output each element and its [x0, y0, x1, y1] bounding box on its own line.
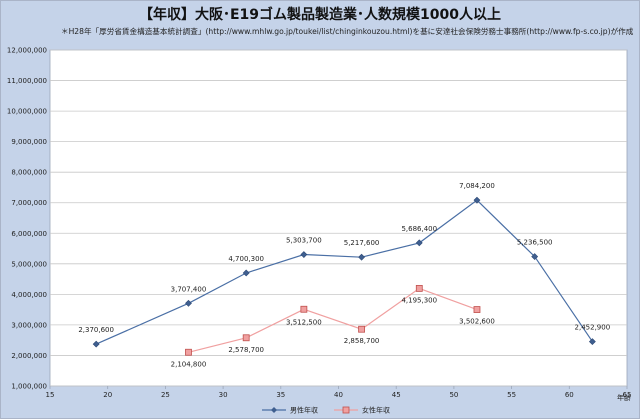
- data-point: [242, 269, 250, 277]
- x-tick-label: 40: [334, 391, 343, 399]
- x-tick-label: 35: [276, 391, 285, 399]
- x-tick-label: 30: [219, 391, 228, 399]
- y-tick-label: 5,000,000: [11, 260, 47, 268]
- x-tick-label: 65: [623, 391, 632, 399]
- y-tick-label: 4,000,000: [11, 291, 47, 299]
- y-tick-label: 11,000,000: [7, 77, 47, 85]
- data-point: [473, 306, 481, 313]
- y-tick-label: 10,000,000: [7, 108, 47, 116]
- data-point: [242, 334, 250, 342]
- data-label: 2,858,700: [344, 337, 380, 345]
- series-line: [188, 287, 478, 353]
- y-tick-label: 6,000,000: [11, 230, 47, 238]
- data-point: [415, 284, 423, 292]
- x-axis-label: 年齢: [617, 393, 631, 402]
- y-tick-label: 7,000,000: [11, 199, 47, 207]
- data-point: [473, 196, 481, 204]
- data-point: [300, 305, 308, 313]
- x-tick-label: 25: [161, 391, 170, 399]
- y-tick-label: 8,000,000: [11, 169, 47, 177]
- data-label: 3,502,600: [459, 318, 495, 326]
- data-point: [185, 348, 192, 356]
- plot-area: [49, 49, 628, 387]
- chart-title: 【年収】大阪･E19ゴム製品製造業･人数規模1000人以上: [138, 7, 501, 23]
- legend-label: 男性年収: [290, 406, 318, 415]
- x-tick-label: 60: [565, 391, 574, 399]
- data-point: [185, 299, 192, 307]
- y-tick-label: 3,000,000: [11, 321, 47, 329]
- data-label: 2,370,600: [78, 326, 114, 334]
- data-label: 7,084,200: [459, 182, 495, 190]
- x-tick-label: 45: [392, 391, 401, 399]
- data-label: 3,512,500: [286, 318, 322, 326]
- x-tick-label: 55: [507, 391, 516, 399]
- data-point: [358, 253, 366, 261]
- y-tick-label: 2,000,000: [11, 352, 47, 360]
- data-label: 4,700,300: [228, 255, 264, 263]
- data-point: [531, 253, 539, 261]
- data-label: 2,452,900: [575, 324, 611, 332]
- data-label: 2,104,800: [171, 360, 207, 368]
- x-tick-label: 15: [46, 391, 55, 399]
- data-point: [92, 340, 100, 348]
- legend-marker: [271, 407, 277, 413]
- y-tick-label: 1,000,000: [11, 383, 47, 391]
- data-point: [358, 325, 365, 333]
- data-point: [415, 239, 423, 247]
- y-tick-label: 12,000,000: [7, 47, 47, 55]
- data-label: 5,303,700: [286, 237, 322, 245]
- data-label: 4,195,300: [401, 296, 437, 304]
- y-tick-label: 9,000,000: [11, 138, 47, 146]
- data-point: [300, 251, 308, 258]
- source-note: ＊H28年「厚労省賃金構造基本統計調査」(http://www.mhlw.go.…: [61, 27, 633, 36]
- x-tick-label: 20: [103, 391, 112, 399]
- data-label: 5,686,400: [401, 225, 437, 233]
- data-label: 2,578,700: [228, 346, 264, 354]
- data-label: 5,236,500: [517, 239, 553, 247]
- data-label: 5,217,600: [344, 239, 380, 247]
- legend-label: 女性年収: [362, 406, 390, 415]
- x-tick-label: 50: [449, 391, 458, 399]
- data-label: 3,707,400: [171, 285, 207, 293]
- data-point: [588, 338, 596, 346]
- legend-marker: [342, 406, 350, 414]
